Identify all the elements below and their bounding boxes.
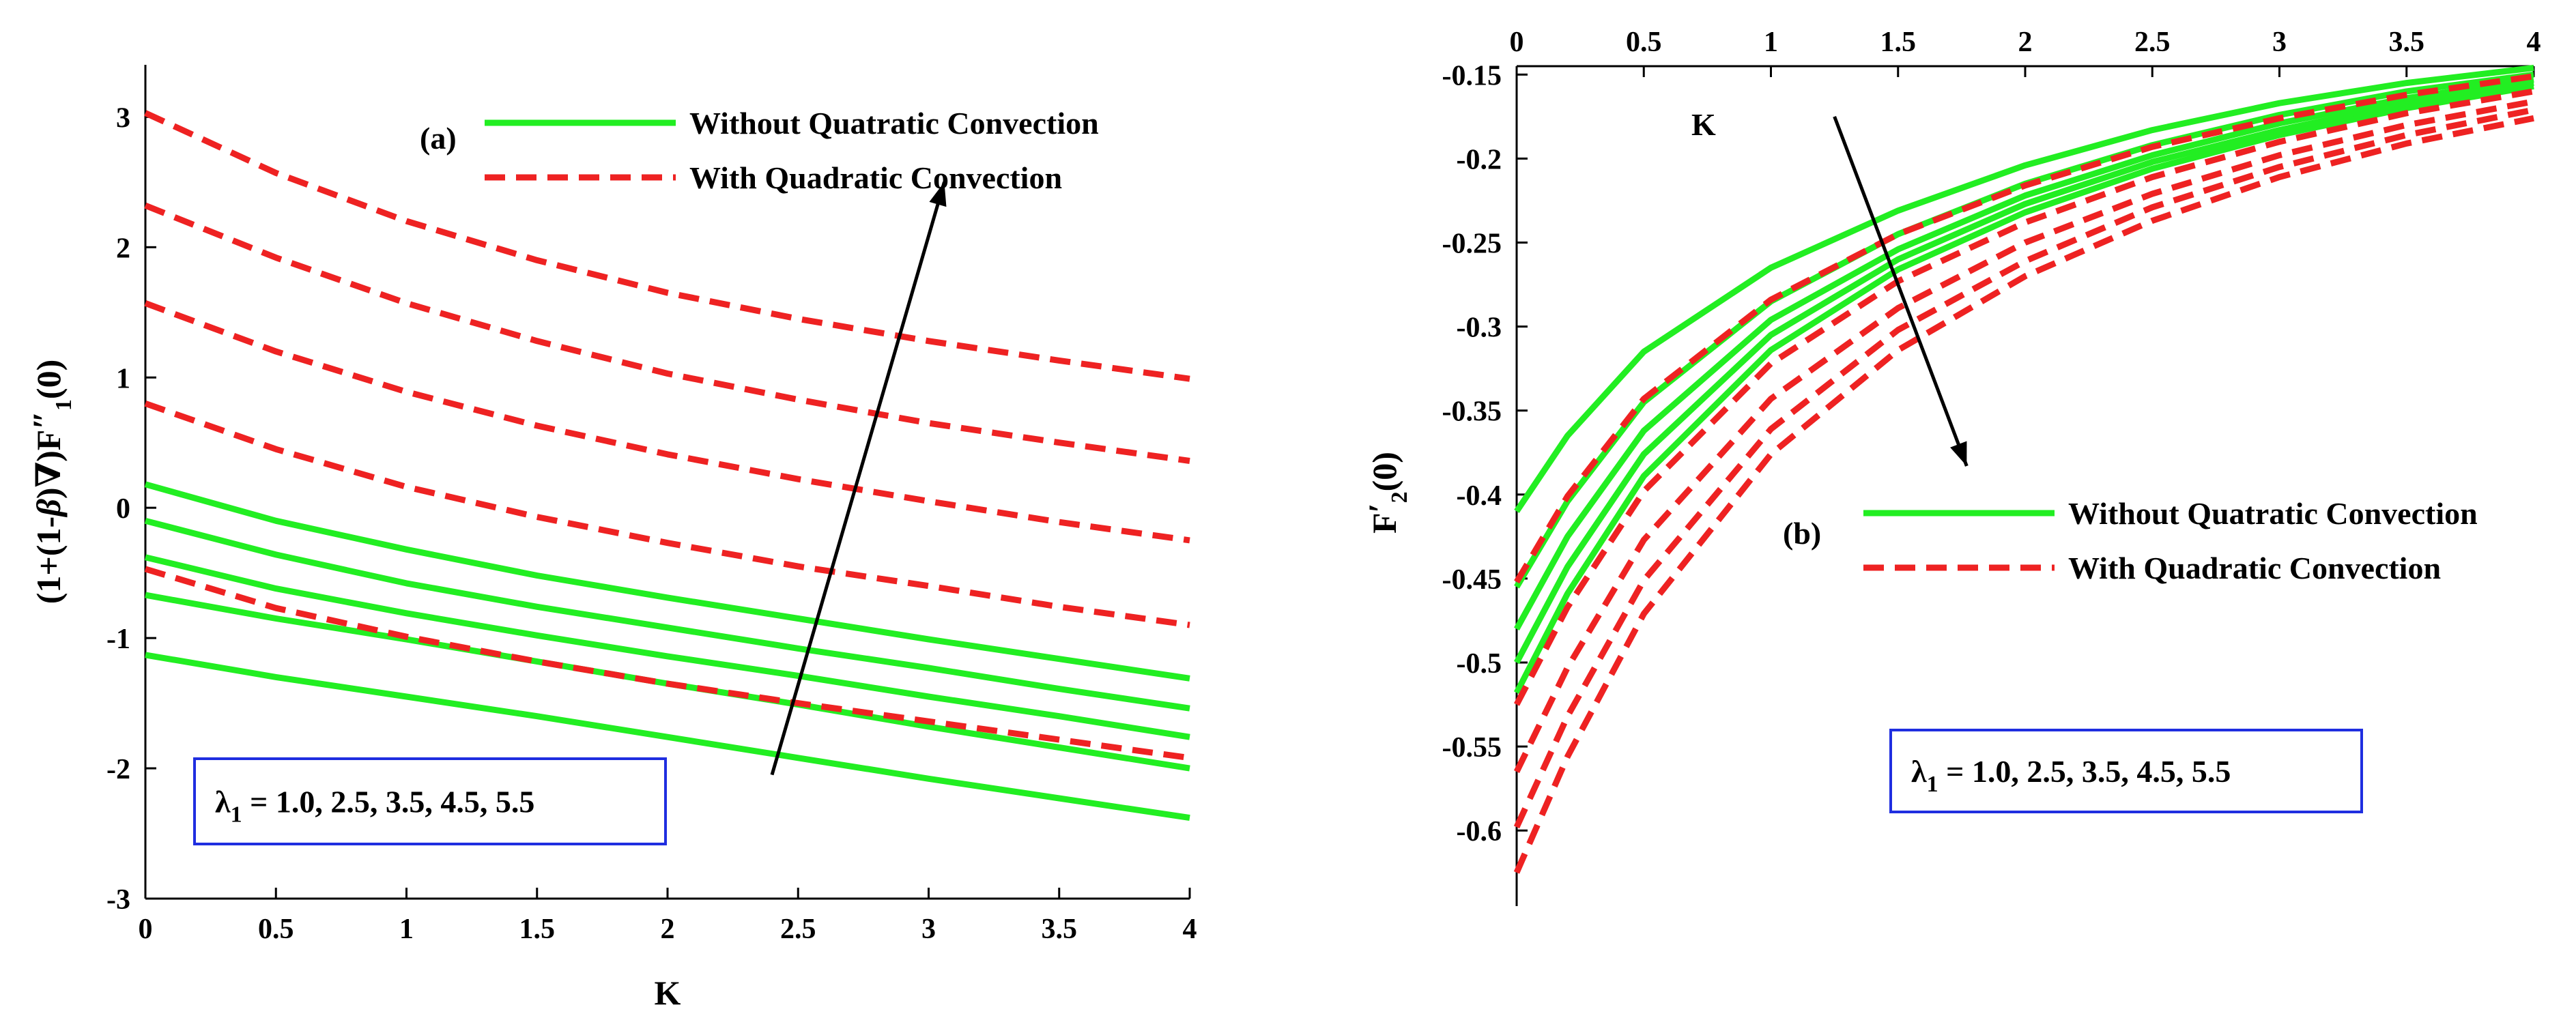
parameter-label: λ1 = 1.0, 2.5, 3.5, 4.5, 5.5 <box>1911 754 2231 797</box>
legend-label-without: Without Quatratic Convection <box>2068 496 2478 531</box>
y-tick-label: -0.35 <box>1442 396 1502 428</box>
trend-arrow-shaft <box>770 181 946 776</box>
y-title-prime: ″ <box>25 411 63 430</box>
param-values: = 1.0, 2.5, 3.5, 4.5, 5.5 <box>1938 754 2231 789</box>
x-tick-label: 1 <box>399 914 414 945</box>
x-tick-label: 1.5 <box>1880 27 1917 58</box>
y-title-part: (0) <box>1365 452 1403 491</box>
y-tick-label: 0 <box>116 493 130 525</box>
legend-label-with: With Quadratic Convection <box>689 160 1062 195</box>
legend-label-with: With Quadratic Convection <box>2068 551 2441 585</box>
param-values: = 1.0, 2.5, 3.5, 4.5, 5.5 <box>242 785 535 819</box>
y-tick-label: -0.55 <box>1442 732 1502 764</box>
y-tick-label: 2 <box>116 233 130 264</box>
series-line-without-quadratic <box>1514 80 2534 665</box>
param-lambda: λ <box>1911 754 1927 789</box>
y-title-part: (0) <box>29 360 68 399</box>
y-tick-label: -0.15 <box>1442 60 1502 91</box>
trend-arrow-head <box>1950 441 1967 466</box>
x-tick-label: 4 <box>2527 27 2541 58</box>
series-line-without-quadratic <box>1514 76 2534 630</box>
x-tick-label: 0 <box>1510 27 1524 58</box>
y-tick-label: -0.2 <box>1457 144 1502 175</box>
x-tick-label: 1.5 <box>519 914 556 945</box>
y-tick-label: 1 <box>116 363 130 394</box>
x-tick-label: 0 <box>139 914 153 945</box>
y-tick-label: -0.3 <box>1457 312 1502 344</box>
series-line-without-quadratic <box>144 481 1190 682</box>
series-line-with-quadratic <box>144 566 1190 761</box>
y-title-subscript: 1 <box>51 399 76 411</box>
series-line-without-quadratic <box>1513 83 2534 695</box>
series-line-with-quadratic <box>144 203 1190 464</box>
series-line-without-quadratic <box>1514 65 2534 513</box>
series-line-with-quadratic <box>144 401 1190 628</box>
series-line-with-quadratic <box>1514 73 2534 584</box>
y-title-part: )∇)F <box>29 430 68 499</box>
parameter-box <box>193 757 667 845</box>
y-tick-label: -0.45 <box>1442 564 1502 596</box>
y-title-beta: β <box>29 499 68 518</box>
x-tick-label: 1 <box>1764 27 1778 58</box>
y-tick-label: -1 <box>106 624 130 655</box>
y-title-subscript: 2 <box>1387 491 1412 503</box>
y-title-prime: ′ <box>1361 503 1399 512</box>
series-line-without-quadratic <box>145 652 1190 821</box>
y-tick-label: -0.25 <box>1442 229 1502 260</box>
x-tick-label: 3.5 <box>1042 914 1078 945</box>
series-line-without-quadratic <box>144 554 1190 740</box>
series-line-with-quadratic <box>1513 106 2534 829</box>
series-line-with-quadratic <box>1513 115 2534 874</box>
x-tick-label: 3 <box>921 914 936 945</box>
k-annotation: K <box>1691 107 1716 142</box>
x-tick-label: 3 <box>2272 27 2287 58</box>
x-tick-label: 0.5 <box>1626 27 1662 58</box>
x-tick-label: 4 <box>1183 914 1197 945</box>
param-subscript: 1 <box>1927 772 1938 797</box>
y-title-part: (1+(1- <box>29 517 68 604</box>
series-line-without-quadratic <box>144 517 1190 712</box>
x-tick-label: 3.5 <box>2389 27 2425 58</box>
series-line-with-quadratic <box>1514 88 2534 706</box>
x-axis-title: K <box>655 974 681 1012</box>
x-tick-label: 0.5 <box>258 914 294 945</box>
y-title-part: F <box>1365 512 1403 534</box>
x-tick-label: 2.5 <box>780 914 816 945</box>
x-tick-label: 2 <box>2018 27 2033 58</box>
parameter-label: λ1 = 1.0, 2.5, 3.5, 4.5, 5.5 <box>215 785 534 828</box>
y-tick-label: -0.5 <box>1457 648 1502 680</box>
series-line-with-quadratic <box>1513 98 2534 773</box>
panel-a-label: (a) <box>420 121 457 156</box>
panel-b-chart: 0 0.5 1 1.5 2 2.5 3 3.5 4 -0.15 -0.2 -0.25 -0.3 -0.35… <box>1361 27 2541 906</box>
y-tick-label: 3 <box>116 102 130 134</box>
panel-b-label: (b) <box>1783 516 1821 551</box>
y-tick-label: -2 <box>106 754 130 785</box>
series-line-with-quadratic <box>144 300 1190 544</box>
parameter-box <box>1889 729 2363 813</box>
y-axis-title: F′2(0) <box>1361 452 1412 534</box>
y-tick-label: -0.4 <box>1457 480 1502 512</box>
trend-arrow-head <box>929 181 947 207</box>
x-tick-label: 2.5 <box>2134 27 2171 58</box>
series-line-with-quadratic <box>144 110 1190 382</box>
trend-arrow-shaft <box>1833 115 1969 467</box>
legend-label-without: Without Quatratic Convection <box>689 106 1099 141</box>
param-lambda: λ <box>215 785 231 819</box>
y-axis-title: (1+(1-β)∇)F″1(0) <box>25 360 76 605</box>
param-subscript: 1 <box>231 802 242 828</box>
y-tick-label: -0.6 <box>1457 816 1502 847</box>
y-tick-label: -3 <box>106 884 130 916</box>
x-tick-label: 2 <box>661 914 675 945</box>
panel-a-chart: 0 0.5 1 1.5 2 2.5 3 3.5 4 -3 -2 -1 0 1 2 3 Without Quatr… <box>25 65 1197 1012</box>
